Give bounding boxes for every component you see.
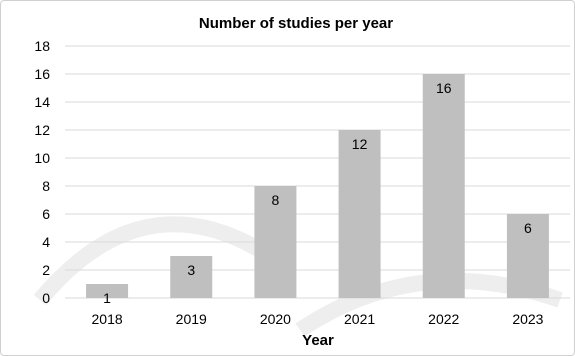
y-tick-label: 18: [34, 38, 50, 54]
x-tick-label: 2019: [176, 311, 207, 327]
x-tick-label: 2018: [92, 311, 123, 327]
x-tick-label: 2020: [260, 311, 291, 327]
bar: [422, 74, 465, 298]
bar: [338, 130, 381, 298]
y-tick-label: 14: [34, 94, 50, 110]
y-tick-label: 0: [42, 290, 50, 306]
bar: [170, 256, 213, 298]
y-tick-label: 12: [34, 122, 50, 138]
y-tick-label: 2: [42, 262, 50, 278]
data-label: 1: [103, 290, 111, 306]
y-axis-ticks: 0 2 4 6 8 10 12 14 16 18: [34, 38, 50, 306]
y-tick-label: 4: [42, 234, 50, 250]
data-label: 16: [436, 80, 452, 96]
x-tick-label: 2022: [428, 311, 459, 327]
data-label: 3: [187, 262, 195, 278]
bar: [506, 214, 549, 298]
data-label: 12: [352, 136, 368, 152]
gridlines: [65, 45, 570, 299]
bar: [254, 186, 297, 298]
data-labels: 1 3 8 12 16 6: [103, 80, 532, 306]
bar: [86, 284, 129, 298]
x-axis-ticks: 2018 2019 2020 2021 2022 2023: [92, 311, 544, 327]
x-tick-label: 2023: [512, 311, 543, 327]
y-tick-label: 8: [42, 178, 50, 194]
x-tick-label: 2021: [344, 311, 375, 327]
data-label: 8: [272, 192, 280, 208]
x-axis-label: Year: [302, 332, 334, 349]
y-tick-label: 10: [34, 150, 50, 166]
data-label: 6: [524, 220, 532, 236]
chart-title: Number of studies per year: [199, 15, 393, 32]
y-tick-label: 16: [34, 66, 50, 82]
y-tick-label: 6: [42, 206, 50, 222]
bars: [86, 74, 549, 298]
